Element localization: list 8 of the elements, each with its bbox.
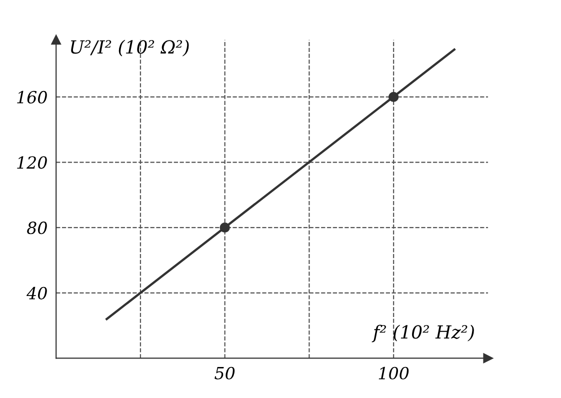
x-tick-label: 100 [378, 366, 409, 380]
y-tick-label: 40 [26, 286, 47, 300]
y-axis-title: U²/I² (10² Ω²) [71, 40, 189, 56]
y-tick-label: 160 [17, 90, 47, 104]
x-tick-label: 50 [214, 366, 235, 380]
y-tick-label: 80 [27, 222, 47, 234]
y-tick-label: 120 [17, 156, 47, 169]
x-axis-title: f² (10² Hz²) [372, 324, 474, 342]
